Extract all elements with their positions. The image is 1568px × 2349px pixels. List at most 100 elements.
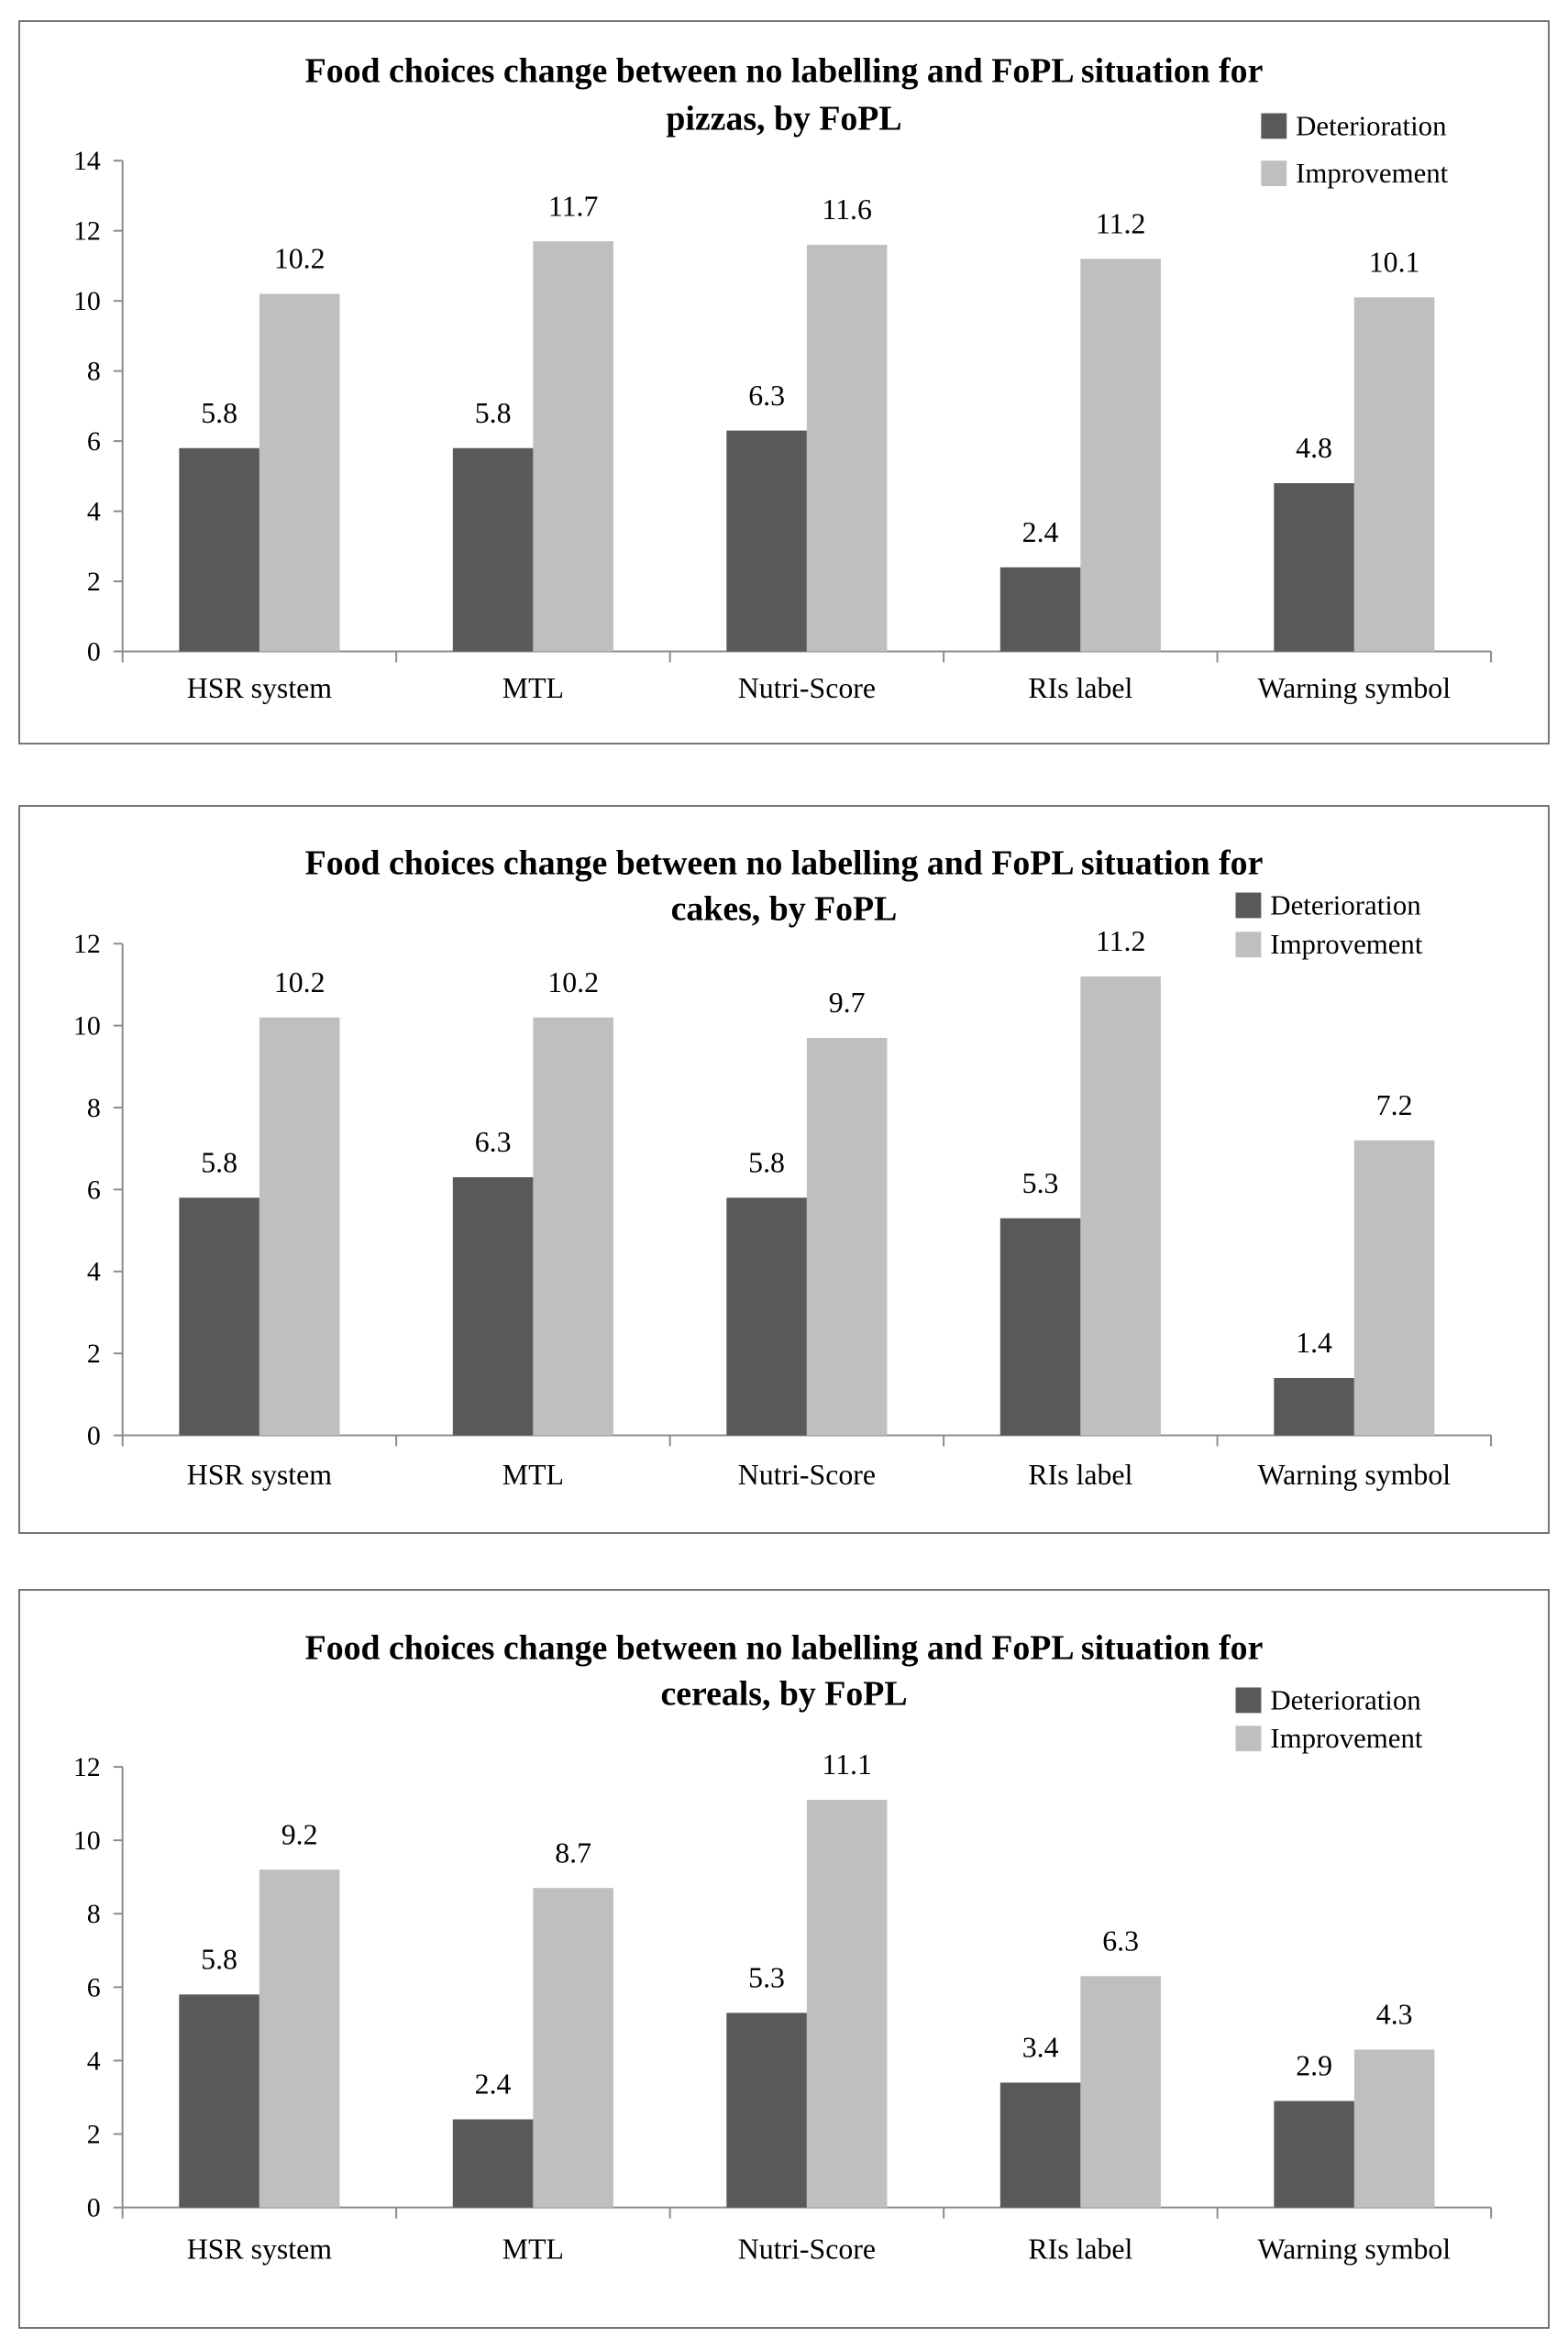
data-label-improvement-warning-symbol: 4.3 [1376,1999,1413,2031]
bar-deterioration-hsr-system [179,1994,259,2208]
legend-label-improvement: Improvement [1296,158,1449,189]
bar-deterioration-warning-symbol [1274,482,1354,652]
data-label-improvement-ris-label: 11.2 [1096,925,1146,957]
chart-title-line: cakes, by FoPL [671,889,898,928]
chart-title-line: pizzas, by FoPL [666,99,901,138]
bar-improvement-hsr-system [259,1869,340,2208]
legend-label-improvement: Improvement [1270,929,1423,960]
y-tick-label: 12 [73,929,101,959]
data-label-deterioration-warning-symbol: 2.9 [1296,2050,1332,2082]
x-category-label-mtl: MTL [502,1459,564,1491]
y-tick-label: 0 [87,636,101,667]
data-label-deterioration-mtl: 2.4 [475,2068,512,2101]
chart-title-line: cereals, by FoPL [660,1674,907,1713]
bar-deterioration-nutri-score [726,1197,807,1436]
y-tick-label: 10 [73,1825,101,1856]
data-label-deterioration-hsr-system: 5.8 [201,1943,237,1975]
y-tick-label: 12 [73,1752,101,1782]
legend-swatch-improvement [1235,932,1262,958]
chart-cakes: Food choices change between no labelling… [73,844,1493,1491]
bar-deterioration-warning-symbol [1274,1377,1354,1436]
y-tick-label: 4 [87,497,101,527]
y-tick-label: 6 [87,1174,101,1205]
bar-deterioration-nutri-score [726,2013,807,2208]
data-label-deterioration-warning-symbol: 4.8 [1296,432,1332,464]
legend-swatch-deterioration [1235,892,1262,919]
legend-swatch-deterioration [1261,113,1287,139]
data-label-improvement-mtl: 10.2 [547,966,599,998]
bar-deterioration-ris-label [999,567,1081,652]
y-tick-label: 0 [87,2193,101,2223]
data-label-improvement-hsr-system: 10.2 [274,243,326,275]
data-label-deterioration-warning-symbol: 1.4 [1296,1327,1332,1359]
data-label-deterioration-ris-label: 3.4 [1022,2032,1059,2064]
bar-deterioration-hsr-system [179,447,259,652]
legend-swatch-improvement [1261,160,1287,187]
x-category-label-warning-symbol: Warning symbol [1258,1459,1452,1491]
chart-title-line: Food choices change between no labelling… [305,844,1264,883]
data-label-improvement-warning-symbol: 10.1 [1369,246,1420,278]
legend-swatch-deterioration [1235,1687,1262,1714]
bar-improvement-ris-label [1080,976,1161,1436]
x-category-label-nutri-score: Nutri-Score [738,2233,876,2265]
bar-improvement-hsr-system [259,293,340,652]
y-tick-label: 10 [73,1011,101,1042]
y-tick-label: 8 [87,1899,101,1929]
bar-improvement-nutri-score [806,1800,888,2208]
bar-deterioration-mtl [452,2119,534,2208]
data-label-improvement-warning-symbol: 7.2 [1376,1089,1413,1121]
bar-deterioration-hsr-system [179,1197,259,1436]
bar-deterioration-mtl [452,447,534,652]
bar-improvement-hsr-system [259,1017,340,1436]
chart-panel-pizzas: Food choices change between no labelling… [18,20,1550,744]
y-tick-label: 12 [73,216,101,247]
data-label-improvement-nutri-score: 11.6 [822,193,872,226]
legend-label-improvement: Improvement [1270,1723,1423,1754]
x-category-label-hsr-system: HSR system [187,2233,333,2265]
bar-improvement-mtl [533,1888,613,2208]
y-tick-label: 10 [73,286,101,316]
data-label-improvement-nutri-score: 11.1 [822,1748,872,1781]
data-label-improvement-nutri-score: 9.7 [829,987,866,1019]
bar-deterioration-ris-label [999,2082,1081,2208]
bar-deterioration-nutri-score [726,430,807,652]
data-label-improvement-mtl: 11.7 [548,190,599,222]
bar-improvement-mtl [533,1017,613,1436]
data-label-deterioration-hsr-system: 5.8 [201,397,237,429]
data-label-deterioration-ris-label: 5.3 [1022,1167,1059,1199]
x-category-label-warning-symbol: Warning symbol [1258,2233,1452,2265]
data-label-deterioration-mtl: 6.3 [475,1126,512,1158]
x-category-label-warning-symbol: Warning symbol [1258,672,1452,704]
bar-improvement-warning-symbol [1353,1140,1435,1436]
chart-title-line: Food choices change between no labelling… [305,1629,1264,1668]
chart-title-line: Food choices change between no labelling… [305,52,1264,91]
bar-improvement-ris-label [1080,259,1161,652]
x-category-label-mtl: MTL [502,2233,564,2265]
y-tick-label: 6 [87,426,101,457]
data-label-deterioration-mtl: 5.8 [475,397,512,429]
bar-improvement-mtl [533,241,613,652]
bar-deterioration-mtl [452,1176,534,1436]
chart-panel-cakes: Food choices change between no labelling… [18,805,1550,1534]
y-tick-label: 14 [73,146,101,176]
y-tick-label: 4 [87,1257,101,1287]
legend-swatch-improvement [1235,1726,1262,1752]
x-category-label-ris-label: RIs label [1028,672,1132,704]
y-tick-label: 2 [87,1339,101,1369]
chart-pizzas: Food choices change between no labelling… [73,52,1493,704]
bar-improvement-ris-label [1080,1976,1161,2208]
data-label-improvement-hsr-system: 9.2 [282,1818,318,1850]
bar-deterioration-warning-symbol [1274,2101,1354,2208]
x-category-label-mtl: MTL [502,672,564,704]
data-label-improvement-hsr-system: 10.2 [274,966,326,998]
data-label-deterioration-nutri-score: 5.8 [748,1146,785,1178]
x-category-label-hsr-system: HSR system [187,672,333,704]
data-label-improvement-ris-label: 6.3 [1102,1924,1139,1957]
legend-label-deterioration: Deterioration [1270,889,1420,921]
x-category-label-hsr-system: HSR system [187,1459,333,1491]
chart-cereals: Food choices change between no labelling… [73,1629,1493,2265]
chart-panel-cereals: Food choices change between no labelling… [18,1589,1550,2329]
x-category-label-ris-label: RIs label [1028,2233,1132,2265]
y-tick-label: 0 [87,1420,101,1450]
y-tick-label: 6 [87,1972,101,2002]
